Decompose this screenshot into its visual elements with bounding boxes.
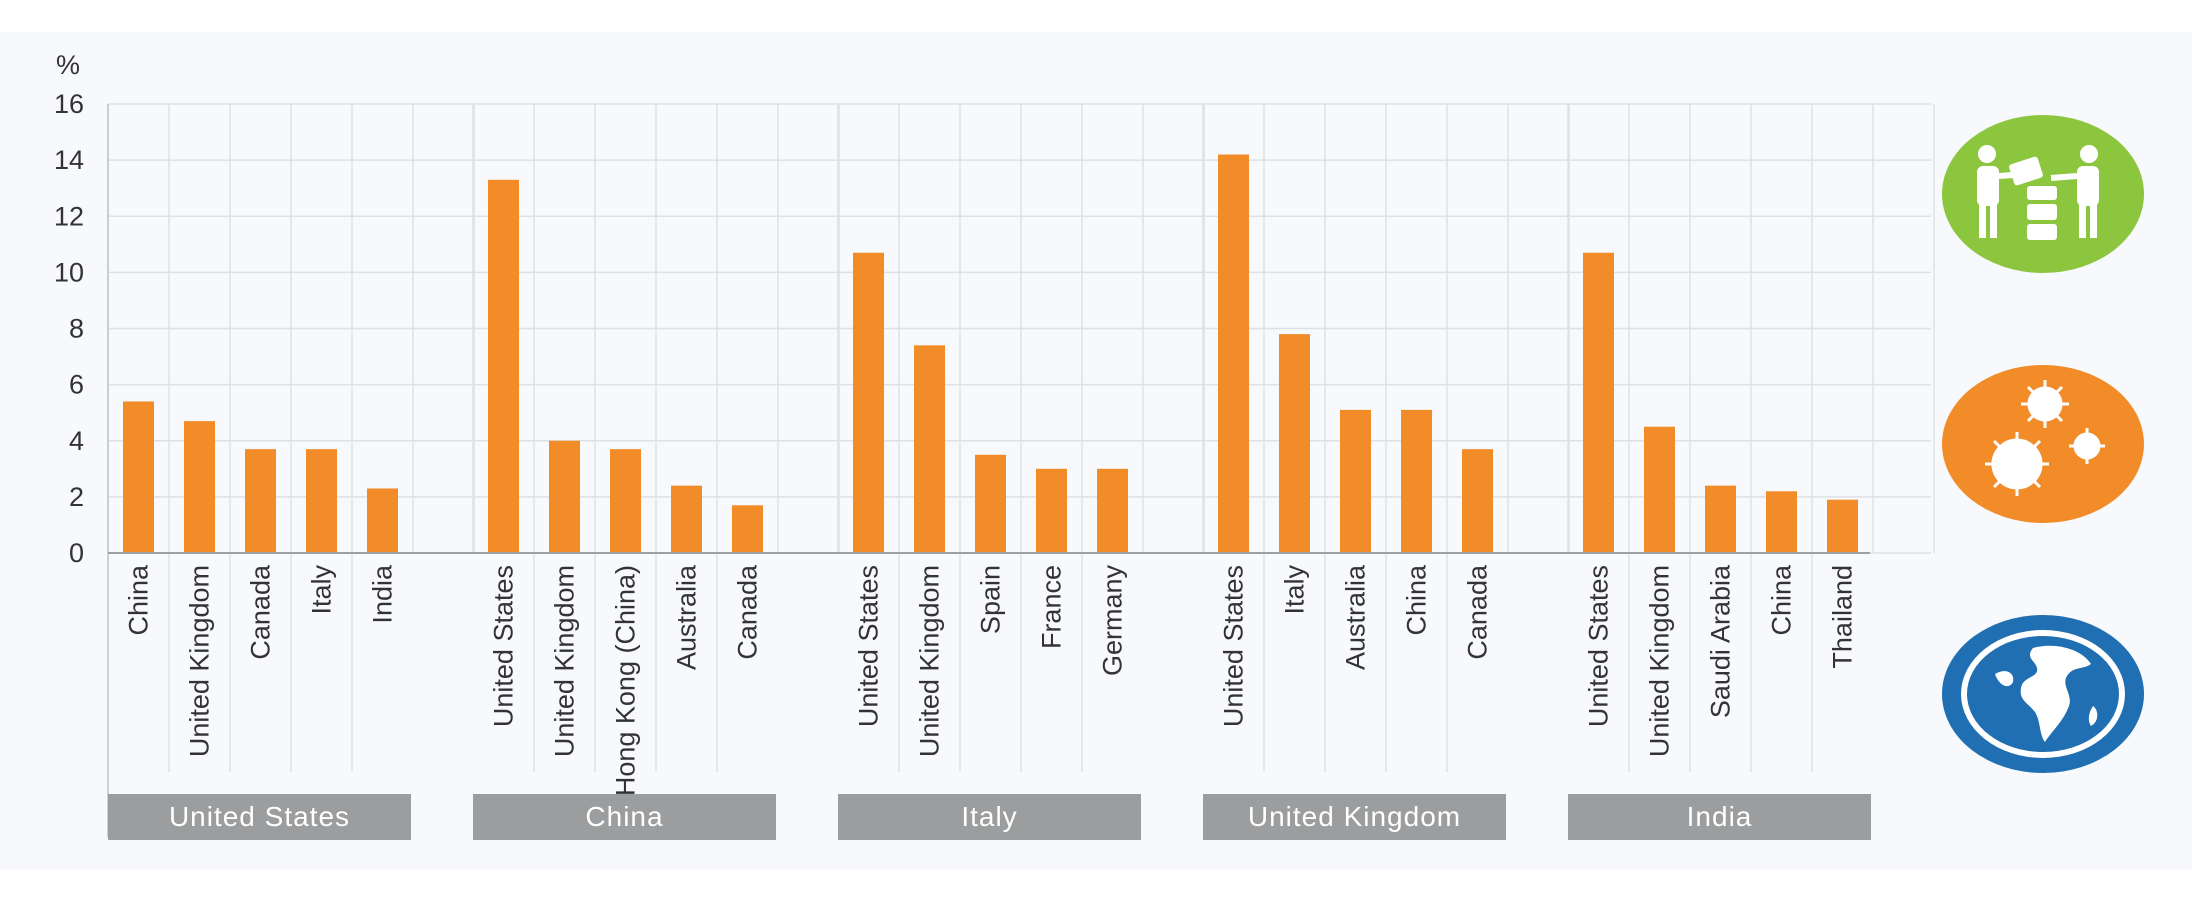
- category-label: China: [1402, 564, 1432, 636]
- bar: [914, 345, 945, 553]
- group-label-band: [838, 794, 1141, 840]
- category-label: China: [1767, 564, 1797, 636]
- group-label: United Kingdom: [1248, 801, 1461, 832]
- category-label: Hong Kong (China): [611, 565, 641, 796]
- bar: [184, 421, 215, 553]
- category-label: Australia: [672, 564, 702, 670]
- bar: [488, 179, 519, 554]
- category-label: Italy: [307, 565, 337, 615]
- bar: [1340, 409, 1371, 553]
- group-label: United States: [169, 801, 350, 832]
- y-tick-label: 4: [69, 426, 84, 456]
- y-tick-label: 6: [69, 370, 84, 400]
- bar: [1462, 449, 1493, 553]
- y-axis-unit: %: [56, 50, 80, 80]
- y-tick-label: 0: [69, 538, 84, 568]
- y-tick-label: 10: [54, 257, 84, 287]
- people-exchange-icon: [1942, 115, 2144, 273]
- category-label: Germany: [1098, 565, 1128, 677]
- bar: [1279, 334, 1310, 553]
- category-label: Canada: [246, 564, 276, 660]
- y-tick-label: 8: [69, 314, 84, 344]
- category-label: United States: [1219, 565, 1249, 727]
- bar-chart: % 0 2 4 6 8 10 12 14 16 China United Kingdom Canad…: [54, 50, 1935, 840]
- bar: [671, 485, 702, 553]
- category-label: France: [1037, 565, 1067, 649]
- bar: [306, 449, 337, 553]
- category-label: China: [124, 564, 154, 636]
- bar: [975, 454, 1006, 553]
- group-label-band: [473, 794, 776, 840]
- group-label-band: [1568, 794, 1871, 840]
- bar: [245, 449, 276, 553]
- group-label-band: [1203, 794, 1506, 840]
- category-labels: China United Kingdom Canada Italy India Unite…: [124, 564, 1858, 796]
- group-label: India: [1687, 801, 1753, 832]
- bar: [1644, 426, 1675, 553]
- y-tick-label: 12: [54, 201, 84, 231]
- y-ticks: 0 2 4 6 8 10 12 14 16: [54, 89, 84, 568]
- bar: [1097, 468, 1128, 553]
- category-label: United Kingdom: [550, 565, 580, 757]
- bar: [1827, 499, 1858, 553]
- category-label: United Kingdom: [185, 565, 215, 757]
- chart-panel: % 0 2 4 6 8 10 12 14 16 China United Kingdom Canad…: [0, 32, 2192, 870]
- group-labels: United States China Italy United Kingdom Ind…: [108, 794, 1871, 840]
- bar: [1401, 409, 1432, 553]
- bar: [367, 488, 398, 553]
- bar: [1766, 491, 1797, 553]
- bars: [123, 154, 1858, 554]
- category-label: Canada: [1463, 564, 1493, 660]
- category-label: United Kingdom: [1645, 565, 1675, 757]
- grid: [107, 103, 1935, 837]
- category-label: United Kingdom: [915, 565, 945, 757]
- category-label: United States: [1584, 565, 1614, 727]
- bar: [123, 401, 154, 553]
- bar: [1705, 485, 1736, 553]
- category-label: Italy: [1280, 565, 1310, 615]
- bar: [853, 252, 884, 553]
- group-label: Italy: [961, 801, 1017, 832]
- bar: [1036, 468, 1067, 553]
- bar: [549, 440, 580, 553]
- bar: [610, 449, 641, 553]
- bar: [1218, 154, 1249, 553]
- category-label: India: [368, 564, 398, 624]
- category-label: Canada: [733, 564, 763, 660]
- y-tick-label: 16: [54, 89, 84, 119]
- group-label: China: [585, 801, 663, 832]
- category-label: United States: [854, 565, 884, 727]
- category-label: United States: [489, 565, 519, 727]
- category-label: Australia: [1341, 564, 1371, 670]
- group-label-band: [108, 794, 411, 840]
- bar: [732, 505, 763, 553]
- y-tick-label: 14: [54, 145, 84, 175]
- category-label: Saudi Arabia: [1706, 564, 1736, 718]
- globe-icon: [1942, 615, 2144, 773]
- category-label: Spain: [976, 565, 1006, 634]
- y-tick-label: 2: [69, 482, 84, 512]
- category-label: Thailand: [1828, 565, 1858, 669]
- virus-icon: [1942, 365, 2144, 523]
- bar: [1583, 252, 1614, 553]
